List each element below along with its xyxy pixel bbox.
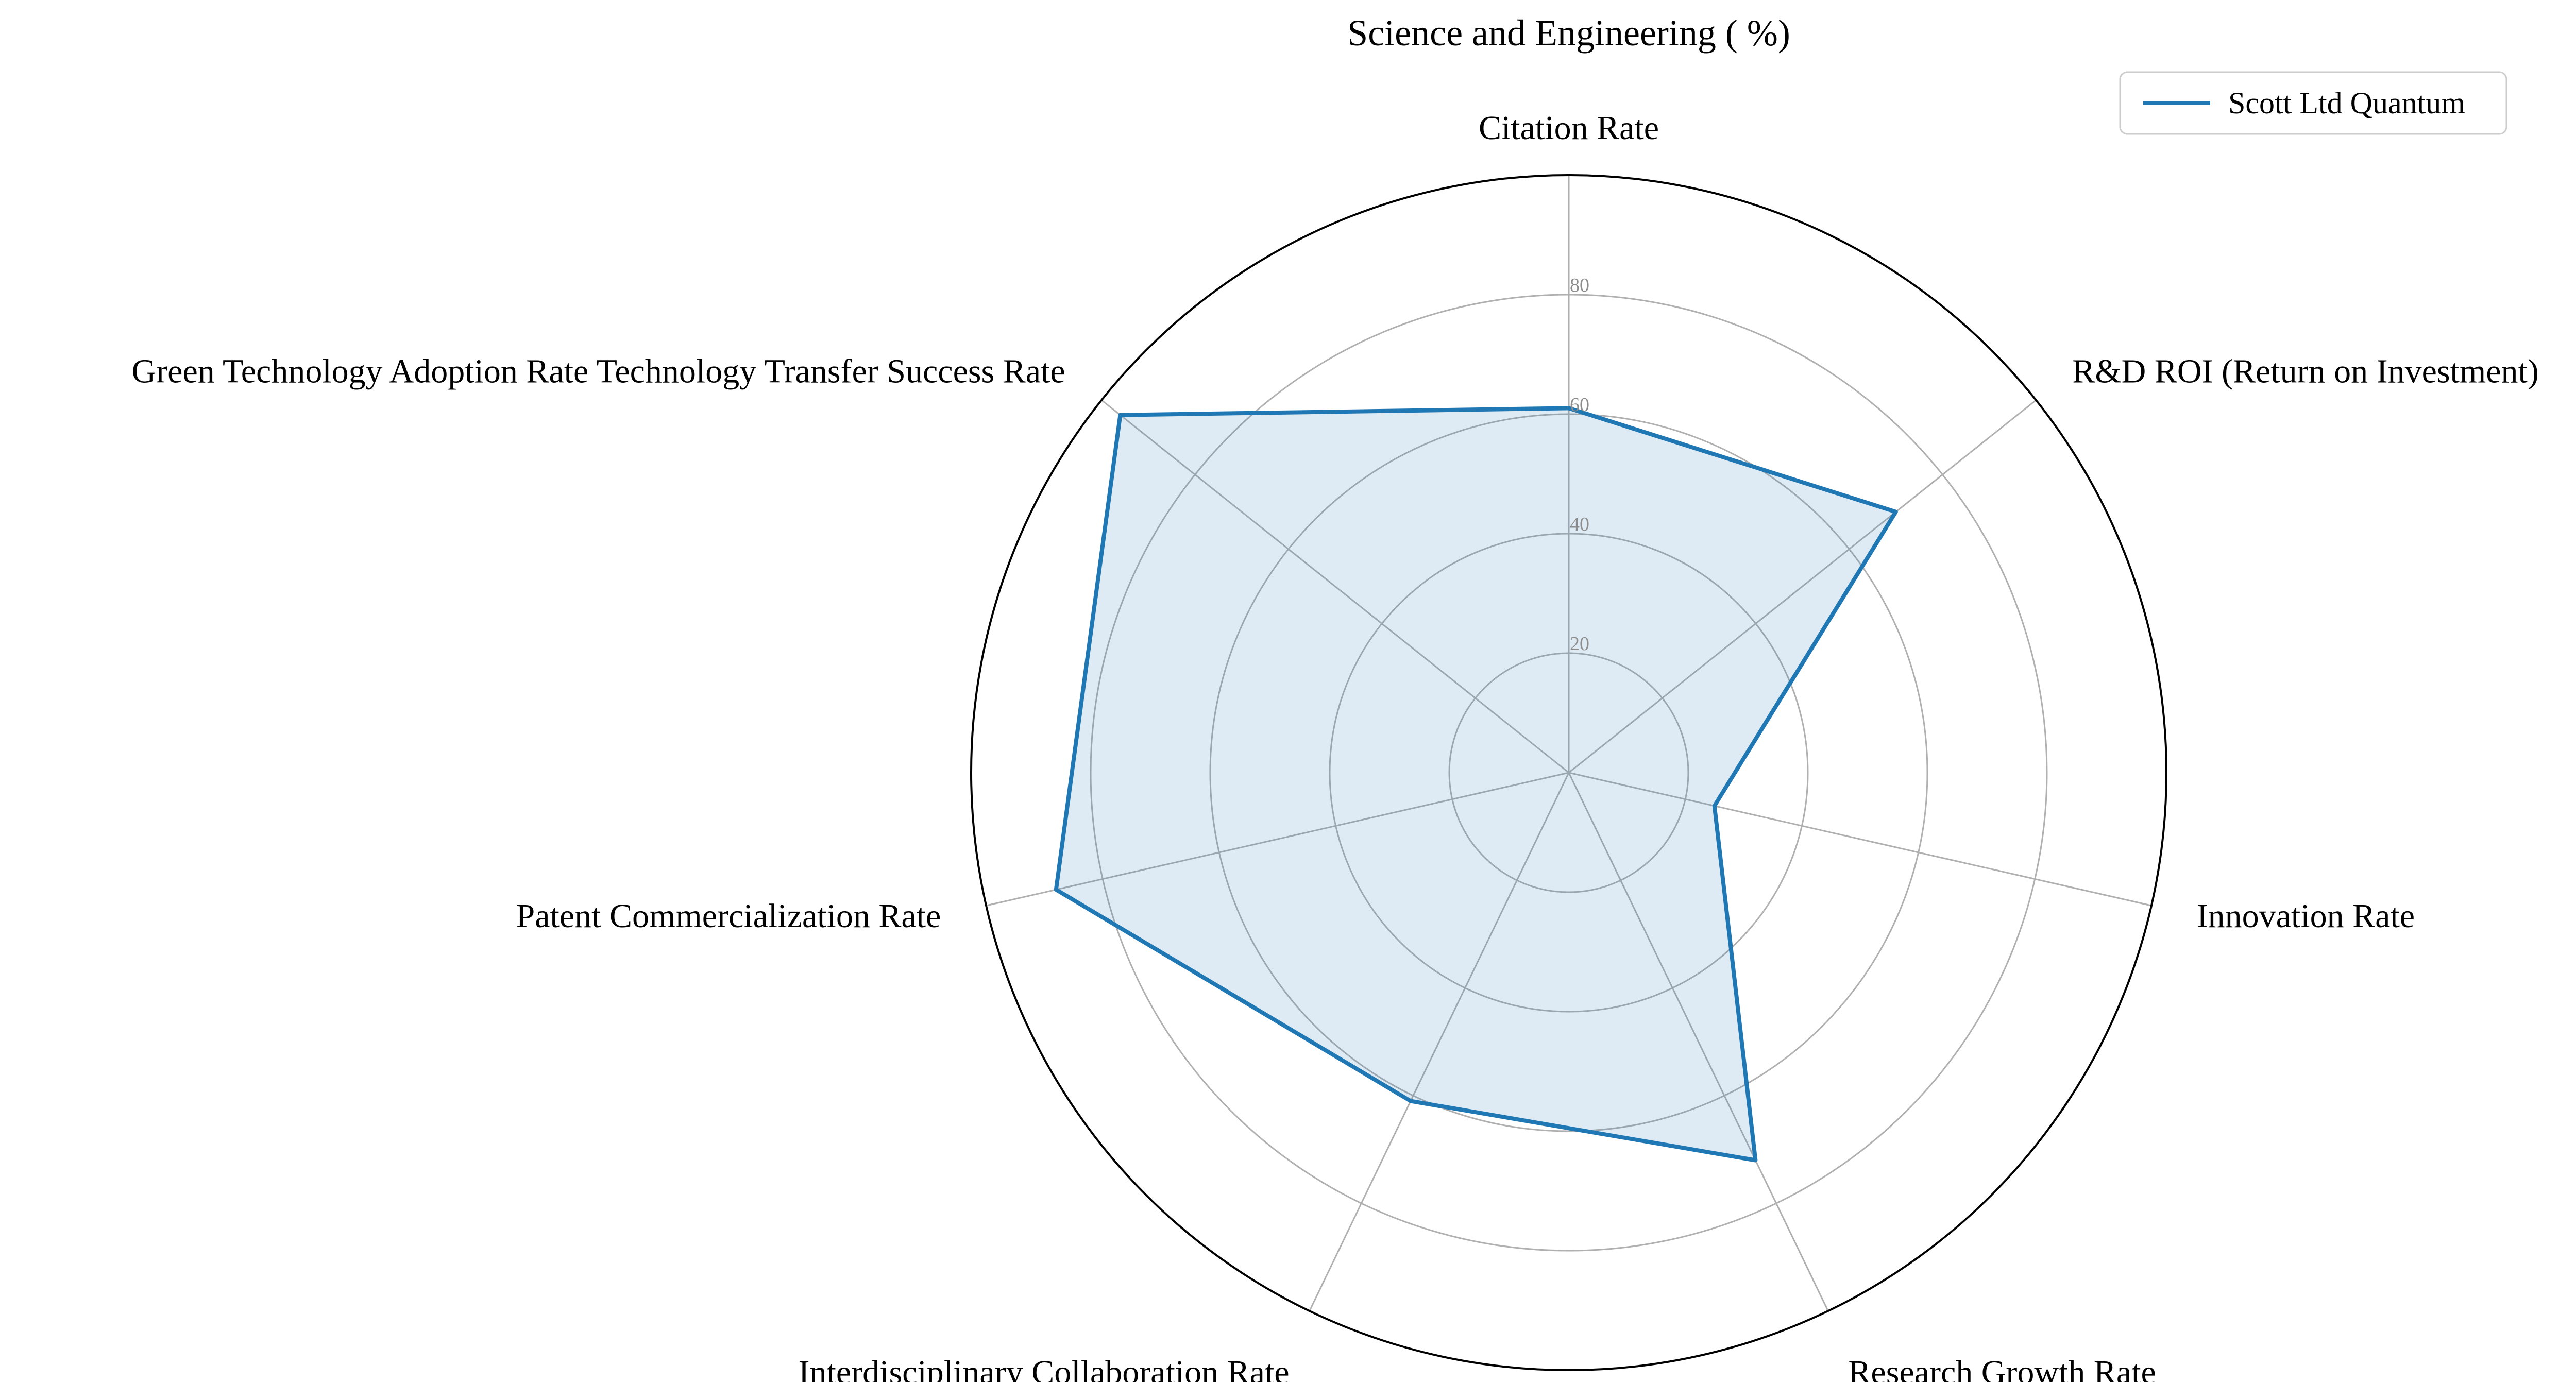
category-label-5: Patent Commercialization Rate [516, 897, 941, 935]
tick-label-80: 80 [1570, 275, 1589, 296]
category-label-3: Research Growth Rate [1848, 1354, 2156, 1382]
tick-label-40: 40 [1570, 514, 1589, 535]
legend: Scott Ltd Quantum [2119, 71, 2507, 135]
category-label-0: Citation Rate [1479, 109, 1659, 147]
spoke-5 [986, 772, 1569, 907]
chart-title: Science and Engineering ( %) [1347, 12, 1790, 54]
category-labels: Citation Rate R&D ROI (Return on Investme… [132, 109, 2539, 1382]
category-label-2: Innovation Rate [2197, 897, 2415, 935]
series-fill-0 [1056, 408, 1896, 1161]
category-label-6: Green Technology Adoption Rate Technolog… [132, 353, 1065, 390]
legend-label: Scott Ltd Quantum [2228, 86, 2465, 120]
spoke-6 [1101, 399, 1569, 774]
outer-boundary [970, 174, 2167, 1371]
series-line-0 [1054, 406, 1898, 1163]
tick-label-60: 60 [1570, 394, 1589, 416]
spoke-4 [1309, 772, 1570, 1311]
category-label-4: Interdisciplinary Collaboration Rate [799, 1354, 1290, 1382]
radial-ticks: 20 40 60 80 [1570, 275, 1589, 655]
spoke-1 [1568, 399, 2037, 774]
tick-label-20: 20 [1570, 633, 1589, 655]
legend-box [2119, 71, 2507, 135]
spoke-2 [1568, 772, 2152, 907]
series-area [1054, 406, 1898, 1163]
grid [970, 174, 2167, 1371]
category-label-1: R&D ROI (Return on Investment) [2072, 353, 2539, 390]
spoke-3 [1568, 772, 1829, 1311]
